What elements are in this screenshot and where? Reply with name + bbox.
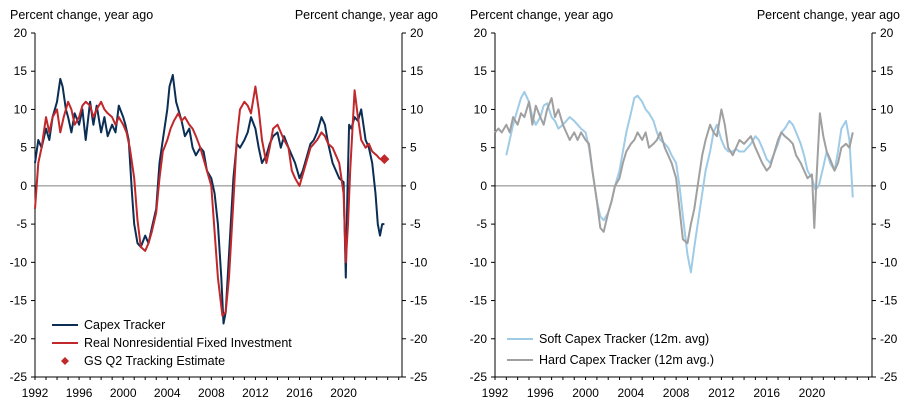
x-tick-label: 2012 [242, 386, 269, 400]
x-tick-label: 1992 [22, 386, 49, 400]
y-tick-label-left: -25 [470, 370, 488, 384]
y-tick-label-right: 20 [880, 26, 894, 40]
y-tick-label-right: -5 [410, 217, 421, 231]
y-tick-label-right: -10 [880, 255, 898, 269]
x-tick-label: 2016 [753, 386, 780, 400]
y-tick-label-right: 5 [410, 141, 417, 155]
series-line-hard-capex-tracker-12m-avg [494, 97, 854, 245]
right-axis-unit-label: Percent change, year ago [295, 8, 438, 22]
y-tick-label-left: 0 [480, 179, 487, 193]
y-tick-label-right: -15 [880, 294, 898, 308]
x-tick-label: 1996 [527, 386, 554, 400]
y-tick-label-left: 10 [14, 102, 28, 116]
left-axis-unit-label: Percent change, year ago [10, 8, 153, 22]
y-tick-label-left: 20 [14, 26, 28, 40]
y-tick-label-left: -10 [10, 255, 28, 269]
x-tick-label: 2004 [154, 386, 181, 400]
y-tick-label-right: 10 [880, 102, 894, 116]
x-tick-label: 2008 [663, 386, 690, 400]
y-tick-label-left: -5 [16, 217, 27, 231]
x-tick-label: 2000 [110, 386, 137, 400]
y-tick-label-right: 10 [410, 102, 424, 116]
series-lines [494, 90, 854, 274]
x-tick-label: 2000 [572, 386, 599, 400]
y-tick-label-left: 15 [474, 64, 488, 78]
marker-gs-q2-tracking-estimate [379, 154, 390, 165]
legend-label-rnfi: Real Nonresidential Fixed Investment [84, 336, 292, 350]
x-tick-label: 1992 [482, 386, 509, 400]
y-tick-label-right: -10 [410, 255, 428, 269]
y-tick-label-left: -10 [470, 255, 488, 269]
x-tick-label: 1996 [66, 386, 93, 400]
y-tick-label-right: 15 [880, 64, 894, 78]
y-tick-label-left: 20 [474, 26, 488, 40]
y-tick-label-left: -20 [470, 332, 488, 346]
x-tick-label: 2020 [330, 386, 357, 400]
y-tick-label-left: -25 [10, 370, 28, 384]
x-tick-label: 2012 [708, 386, 735, 400]
y-tick-label-right: -15 [410, 294, 428, 308]
legend-label-capex-tracker: Capex Tracker [84, 318, 165, 332]
y-tick-label-right: -5 [880, 217, 891, 231]
x-tick-label: 2008 [198, 386, 225, 400]
y-tick-label-left: -5 [476, 217, 487, 231]
y-tick-label-left: 5 [20, 141, 27, 155]
y-tick-label-left: 15 [14, 64, 28, 78]
legend-label-soft-capex: Soft Capex Tracker (12m. avg) [539, 332, 709, 346]
markers [379, 154, 390, 165]
right-axis-unit-label: Percent change, year ago [757, 8, 900, 22]
y-tick-label-left: 10 [474, 102, 488, 116]
series-line-real-nonresidential-fixed-investment [34, 85, 381, 317]
legend: Soft Capex Tracker (12m. avg) Hard Capex… [507, 332, 714, 367]
legend-swatch-gs-estimate [61, 357, 69, 365]
series-line-capex-tracker [34, 74, 385, 325]
capex-tracker-panel: Percent change, year ago Percent change,… [10, 8, 438, 400]
y-tick-label-left: -15 [470, 294, 488, 308]
soft-hard-capex-panel: Percent change, year ago Percent change,… [470, 8, 900, 400]
x-tick-label: 2020 [799, 386, 826, 400]
x-tick-label: 2016 [286, 386, 313, 400]
y-tick-label-left: -20 [10, 332, 28, 346]
y-tick-label-right: 15 [410, 64, 424, 78]
left-axis-unit-label: Percent change, year ago [470, 8, 613, 22]
y-tick-label-right: -25 [880, 370, 898, 384]
y-tick-label-right: 0 [880, 179, 887, 193]
legend-label-gs-estimate: GS Q2 Tracking Estimate [84, 354, 225, 368]
x-tick-label: 2004 [618, 386, 645, 400]
y-tick-label-right: 0 [410, 179, 417, 193]
y-tick-label-right: -20 [410, 332, 428, 346]
legend-label-hard-capex: Hard Capex Tracker (12m avg.) [539, 353, 714, 367]
y-tick-label-left: -15 [10, 294, 28, 308]
y-tick-label-left: 5 [480, 141, 487, 155]
y-tick-label-right: -25 [410, 370, 428, 384]
y-tick-label-right: 20 [410, 26, 424, 40]
y-tick-label-left: 0 [20, 179, 27, 193]
series-line-soft-capex-tracker-12m-avg [505, 90, 854, 274]
y-tick-label-right: 5 [880, 141, 887, 155]
series-lines [34, 74, 385, 325]
legend: Capex Tracker Real Nonresidential Fixed … [52, 318, 292, 368]
y-tick-label-right: -20 [880, 332, 898, 346]
